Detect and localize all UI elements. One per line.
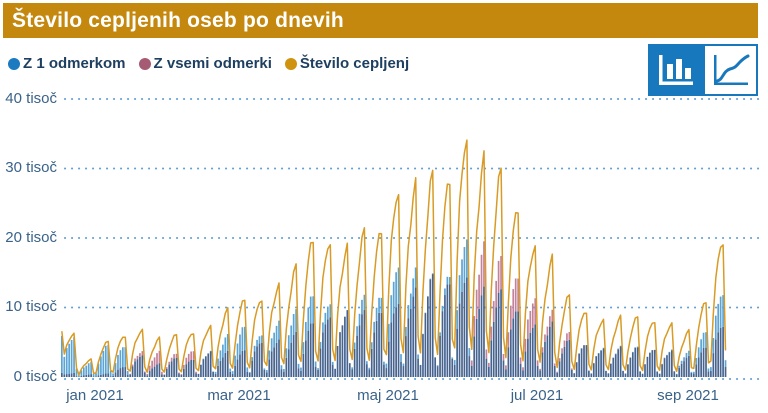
bar-chart-icon	[656, 51, 696, 89]
x-tick-sep: sep 2021	[657, 387, 719, 404]
first-dose-dot-icon	[8, 57, 20, 70]
chart-view-toggle	[648, 44, 758, 96]
y-tick-0k: 0 tisoč	[13, 368, 57, 385]
line-chart-icon	[711, 51, 751, 89]
y-tick-30k: 30 tisoč	[5, 159, 57, 176]
legend-label: Število cepljenj	[299, 55, 410, 72]
page-title: Število cepljenih oseb po dnevih	[3, 3, 758, 38]
y-tick-20k: 20 tisoč	[5, 229, 57, 246]
x-tick-jul: jul 2021	[510, 387, 564, 404]
x-tick-mar: mar 2021	[207, 387, 271, 404]
legend-item-total-vaccinations[interactable]: Število cepljenj	[284, 55, 410, 72]
all-doses-dot-icon	[138, 57, 151, 70]
chart-legend: Z 1 odmerkom Z vsemi odmerki Število cep…	[8, 55, 409, 72]
x-tick-maj: maj 2021	[357, 387, 419, 404]
x-tick-jan: jan 2021	[66, 387, 124, 404]
legend-item-all-doses[interactable]: Z vsemi odmerki	[138, 55, 272, 72]
y-tick-40k: 40 tisoč	[5, 90, 57, 107]
line-chart-view-button[interactable]	[703, 44, 758, 96]
legend-label: Z vsemi odmerki	[153, 55, 272, 72]
total-vaccinations-dot-icon	[284, 57, 297, 70]
y-tick-10k: 10 tisoč	[5, 298, 57, 315]
legend-item-first-dose[interactable]: Z 1 odmerkom	[8, 55, 126, 72]
bar-chart-view-button[interactable]	[648, 44, 703, 96]
legend-label: Z 1 odmerkom	[23, 55, 126, 72]
